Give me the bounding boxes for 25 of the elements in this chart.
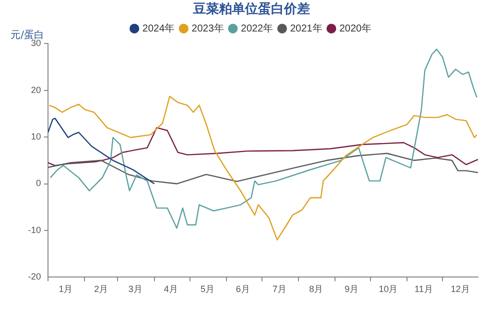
x-tick-label: 4月: [164, 284, 178, 294]
y-axis-title: 元/蛋白: [10, 30, 44, 41]
x-tick-label: 9月: [344, 284, 359, 294]
x-tick-label: 8月: [309, 284, 324, 294]
x-tick-label: 1月: [58, 284, 73, 294]
y-tick-label: 0: [36, 178, 42, 188]
x-tick-label: 10月: [378, 284, 398, 294]
x-tick-label: 6月: [236, 284, 250, 294]
x-tick-label: 5月: [200, 284, 214, 294]
legend-label: 2020年: [339, 22, 372, 34]
x-tick-label: 11月: [414, 284, 433, 294]
legend-label: 2021年: [290, 22, 322, 34]
y-tick-label: 30: [30, 38, 42, 48]
y-tick-label: -10: [28, 224, 42, 235]
legend-label: 2022年: [240, 22, 274, 34]
x-tick-label: 3月: [128, 284, 142, 294]
legend-label: 2024年: [142, 22, 175, 34]
y-tick-label: 10: [30, 132, 42, 142]
x-tick-label: 2月: [94, 284, 108, 294]
x-tick-label: 7月: [272, 284, 287, 294]
x-tick-label: 12月: [450, 284, 470, 294]
chart-title: 豆菜粕单位蛋白价差: [192, 1, 310, 18]
y-tick-label: 20: [30, 84, 42, 95]
y-tick-label: -20: [28, 272, 42, 282]
legend-label: 2023年: [192, 22, 224, 34]
